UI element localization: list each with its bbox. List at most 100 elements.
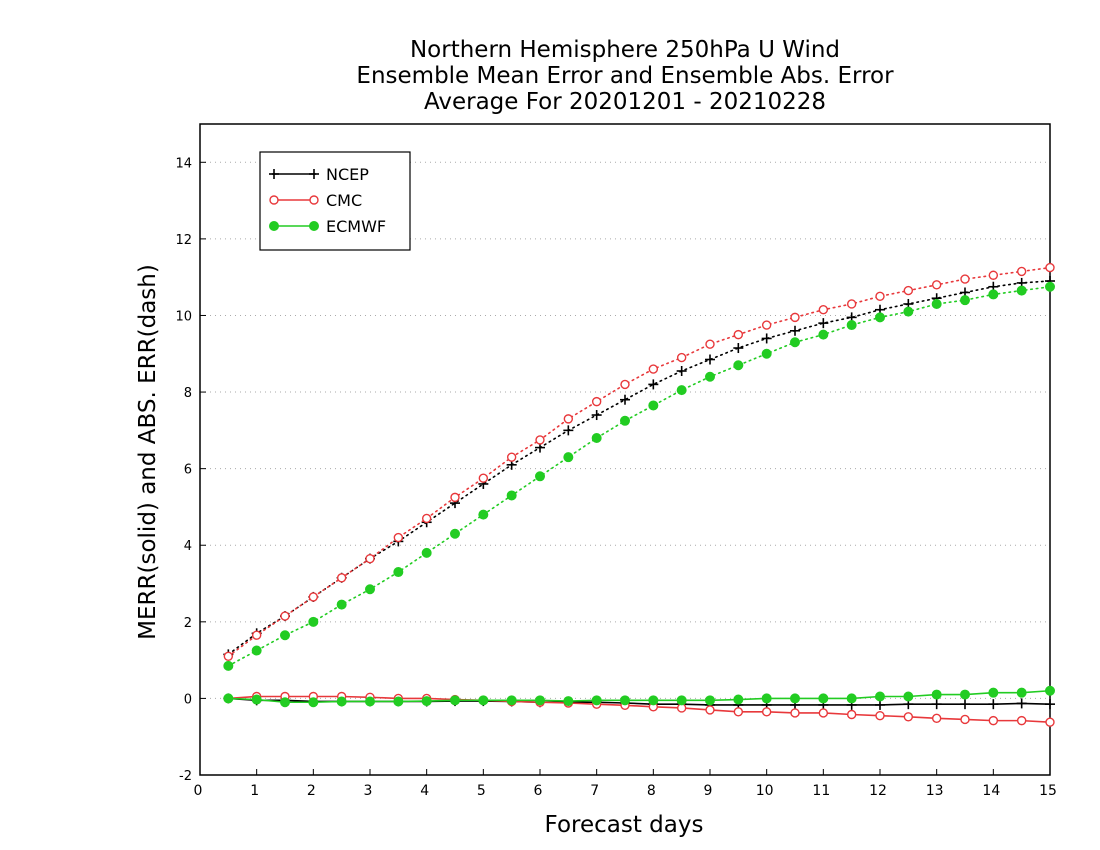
ecmwf-abs-err-point [846, 320, 857, 331]
ecmwf-abs-err-point [280, 630, 290, 641]
cmc-abs-err-point [903, 285, 914, 296]
cmc-abs-err-point [535, 435, 545, 445]
cmc-mean-err-point [846, 709, 857, 720]
cmc-mean-err-point [875, 710, 885, 721]
ecmwf-mean-err-point [818, 693, 829, 704]
y-tick-label: 6 [184, 463, 192, 478]
x-tick-label: 15 [1039, 783, 1057, 799]
cmc-abs-err-point [1016, 266, 1027, 277]
x-tick-label: 10 [756, 783, 774, 799]
ecmwf-abs-err-point [535, 471, 545, 482]
x-tick-label: 12 [869, 783, 887, 799]
x-tick-label: 14 [982, 783, 1000, 799]
ecmwf-abs-err-point [421, 547, 432, 558]
ecmwf-mean-err-point [393, 696, 404, 707]
ecmwf-mean-err-point [931, 689, 942, 700]
ecmwf-abs-err-point [761, 348, 772, 359]
y-tick-label: 10 [175, 309, 192, 324]
chart-title-line-3: Average For 20201201 - 20210228 [423, 89, 827, 115]
ecmwf-abs-err-point [506, 490, 517, 501]
ecmwf-abs-err-point [988, 289, 999, 300]
cmc-abs-err-point [478, 473, 489, 483]
cmc-abs-err-point [818, 305, 829, 315]
cmc-mean-err-point [931, 713, 942, 724]
series-ecmwf [223, 281, 1055, 708]
ecmwf-abs-err-point [705, 371, 715, 382]
ecmwf-abs-err-point [365, 584, 375, 595]
ecmwf-mean-err-point [875, 691, 885, 702]
legend-box [259, 151, 411, 251]
ecmwf-mean-err-point [960, 689, 970, 700]
cmc-mean-err-point [790, 708, 800, 718]
y-tick-label: 8 [184, 386, 192, 401]
ecmwf-abs-err-point [903, 306, 914, 317]
cmc-mean-err-point [761, 707, 772, 717]
cmc-mean-err-point [705, 705, 715, 715]
series-group [223, 262, 1055, 727]
legend: NCEP CMC ECMWF [259, 151, 411, 251]
cmc-mean-err-point [960, 714, 970, 725]
y-tick-label: 4 [184, 539, 192, 554]
ecmwf-mean-err-point [676, 695, 687, 706]
legend-marker-ecmwf-end [309, 221, 319, 231]
x-axis-label: Forecast days [544, 812, 704, 838]
ecmwf-mean-err-point [648, 695, 659, 706]
y-tick-label: 14 [175, 156, 192, 171]
grid-lines [200, 161, 1050, 776]
ecmwf-mean-err-point [846, 693, 857, 704]
ecmwf-mean-err-point [421, 696, 432, 707]
cmc-abs-err-point [421, 513, 432, 524]
cmc-mean-err-point [733, 707, 744, 717]
ecmwf-abs-err-point [251, 645, 262, 656]
x-tick-label: 7 [590, 783, 599, 799]
ecmwf-abs-err-point [931, 298, 942, 309]
x-tick-label: 8 [647, 783, 656, 799]
cmc-mean-err-point [1045, 717, 1055, 727]
ecmwf-abs-err-point [1045, 281, 1055, 292]
cmc-abs-err-point [591, 396, 602, 407]
cmc-abs-err-point [563, 414, 574, 424]
cmc-abs-err-point [875, 291, 885, 302]
y-tick-label: 2 [184, 616, 192, 631]
ecmwf-abs-err-point [563, 452, 574, 463]
cmc-abs-err-point [846, 299, 857, 309]
legend-label-cmc: CMC [326, 191, 362, 210]
cmc-abs-err-point [1045, 262, 1055, 273]
y-axis-label: MERR(solid) and ABS. ERR(dash) [135, 264, 161, 640]
cmc-mean-err-point [903, 712, 914, 722]
chart-title-line-2: Ensemble Mean Error and Ensemble Abs. Er… [356, 63, 894, 89]
ecmwf-mean-err-point [1016, 687, 1027, 698]
cmc-abs-err-line [227, 266, 1051, 658]
series-cmc [223, 262, 1055, 727]
cmc-abs-err-point [761, 320, 772, 330]
legend-marker-cmc-end [309, 195, 319, 205]
ecmwf-mean-err-point [506, 695, 517, 706]
x-tick-label: 5 [477, 783, 486, 799]
ecmwf-mean-err-point [280, 697, 290, 708]
ecmwf-mean-err-point [223, 693, 234, 704]
cmc-abs-err-point [790, 312, 800, 323]
x-tick-label: 3 [364, 783, 373, 799]
ecmwf-mean-err-point [988, 687, 999, 698]
ecmwf-mean-err-point [251, 694, 262, 705]
legend-label-ncep: NCEP [326, 165, 369, 184]
ecmwf-mean-err-point [591, 695, 602, 706]
ecmwf-abs-err-point [790, 337, 800, 348]
legend-label-ecmwf: ECMWF [326, 217, 386, 236]
legend-marker-ecmwf-start [269, 221, 279, 231]
ecmwf-abs-err-point [393, 567, 404, 578]
x-tick-label: 6 [534, 783, 543, 799]
ecmwf-abs-err-point [478, 509, 489, 520]
cmc-abs-err-point [676, 352, 687, 363]
ecmwf-mean-err-point [478, 695, 489, 706]
ecmwf-mean-err-point [705, 695, 715, 706]
ecmwf-mean-err-point [761, 693, 772, 704]
cmc-abs-err-point [705, 339, 715, 349]
ecmwf-abs-err-point [875, 312, 885, 323]
cmc-mean-err-point [988, 715, 999, 726]
cmc-abs-err-point [506, 452, 517, 462]
series-ncep [223, 276, 1055, 710]
plot-frame [199, 123, 1051, 776]
